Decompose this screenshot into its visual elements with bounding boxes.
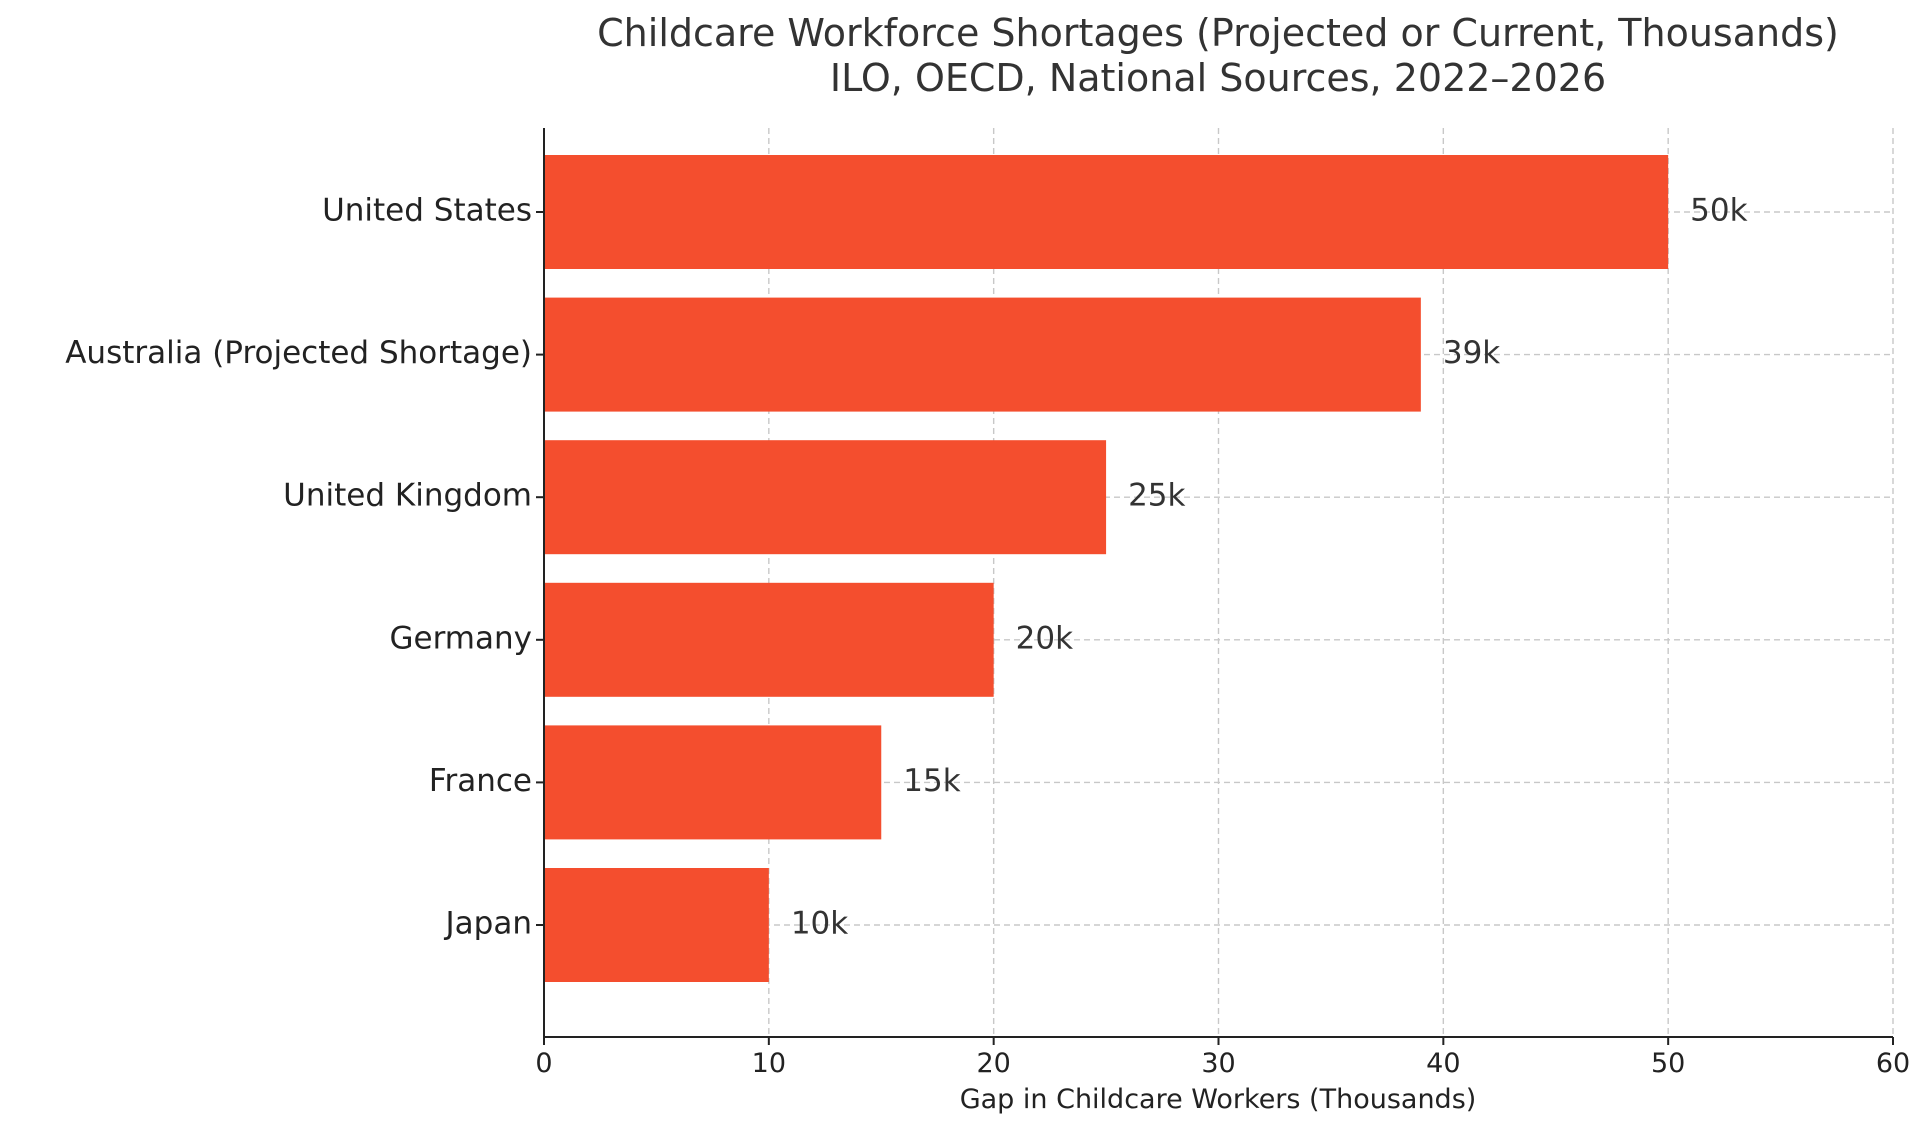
bar	[544, 297, 1421, 412]
x-tick-label: 60	[1876, 1048, 1910, 1079]
x-tick-label: 40	[1426, 1048, 1460, 1079]
x-tick-label: 30	[1201, 1048, 1235, 1079]
bars	[544, 155, 1669, 982]
x-tick-label: 0	[535, 1048, 552, 1079]
y-tick-label: United States	[322, 193, 532, 229]
bar-value-label: 39k	[1443, 335, 1500, 371]
x-axis-ticks: 0 10 20 30 40 50 60	[535, 1037, 1910, 1079]
y-tick-label: Germany	[390, 620, 532, 656]
bar	[544, 440, 1107, 555]
bar-value-labels: 50k 39k 25k 20k 15k 10k	[791, 193, 1748, 942]
bar-value-label: 10k	[791, 906, 848, 942]
y-tick-label: Japan	[444, 906, 532, 942]
bar-value-label: 25k	[1128, 478, 1185, 514]
x-tick-label: 50	[1651, 1048, 1685, 1079]
bar	[544, 868, 769, 982]
bar	[544, 155, 1669, 269]
y-axis-ticks: United States Australia (Projected Shorta…	[65, 193, 544, 942]
y-tick-label: United Kingdom	[283, 478, 532, 514]
bar-value-label: 20k	[1016, 620, 1073, 656]
bar-value-label: 50k	[1690, 193, 1747, 229]
x-tick-label: 10	[752, 1048, 786, 1079]
bar	[544, 582, 994, 697]
x-tick-label: 20	[976, 1048, 1010, 1079]
x-axis-label: Gap in Childcare Workers (Thousands)	[960, 1084, 1477, 1115]
chart-title: Childcare Workforce Shortages (Projected…	[597, 11, 1839, 55]
y-tick-label: Australia (Projected Shortage)	[65, 335, 532, 371]
y-tick-label: France	[429, 763, 532, 799]
bar-value-label: 15k	[903, 763, 960, 799]
bar	[544, 725, 882, 840]
chart-subtitle: ILO, OECD, National Sources, 2022–2026	[830, 56, 1606, 100]
